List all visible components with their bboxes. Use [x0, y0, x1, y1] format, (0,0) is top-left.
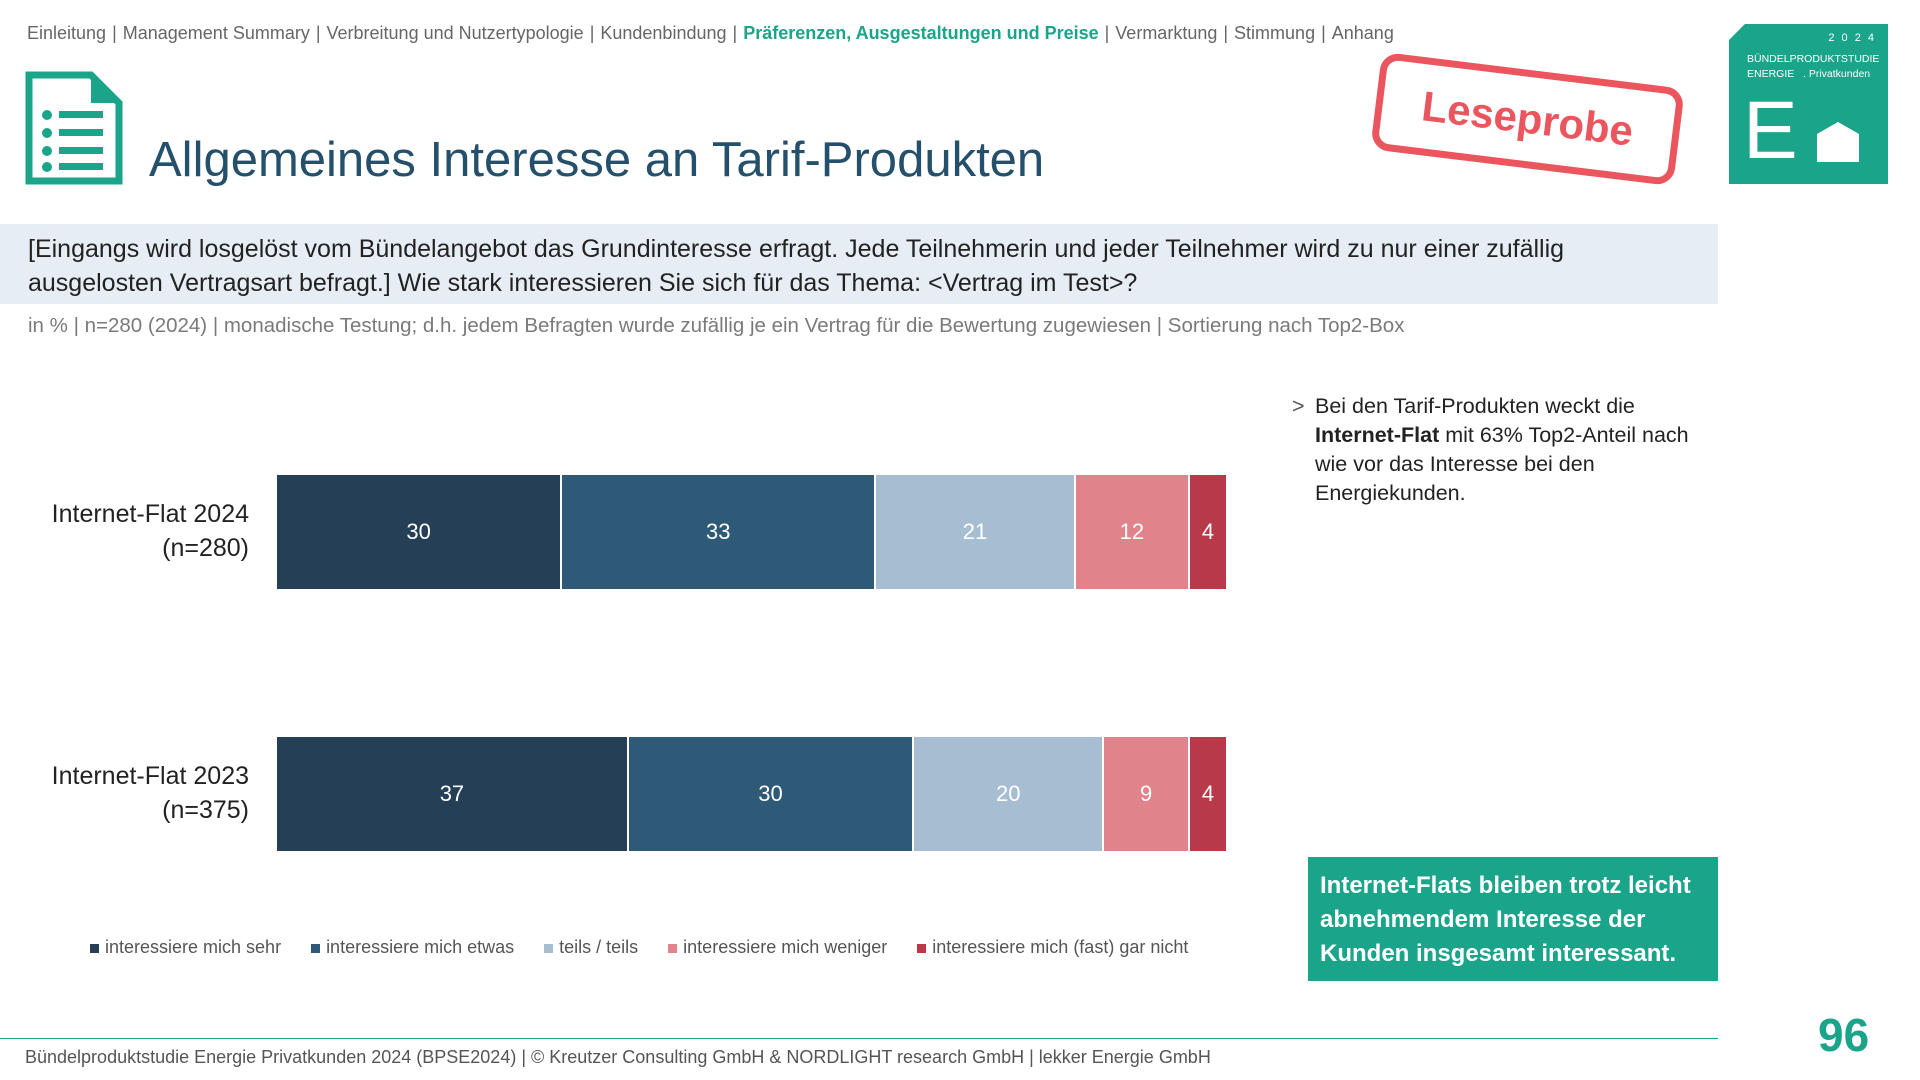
- footer-text: Bündelproduktstudie Energie Privatkunden…: [25, 1047, 1211, 1067]
- logo-text: BÜNDELPRODUKTSTUDIE ENERGIE . Privatkunde…: [1747, 53, 1880, 80]
- bar-segment: 4: [1189, 737, 1228, 851]
- legend-swatch: [90, 944, 99, 953]
- nav-item[interactable]: Einleitung: [27, 23, 107, 43]
- box-icon: [1817, 122, 1859, 162]
- bar-segment: 4: [1189, 475, 1228, 589]
- legend-swatch: [544, 944, 554, 953]
- bar-segment: 37: [277, 737, 629, 851]
- page-title: Allgemeines Interesse an Tarif-Produkten: [149, 133, 1045, 187]
- nav-separator: |: [112, 23, 117, 43]
- conclusion-box: Internet-Flats bleiben trotz leicht abne…: [1308, 857, 1718, 981]
- bar-segment: 20: [914, 737, 1105, 851]
- data-label: 12: [1119, 519, 1145, 544]
- question-box: [Eingangs wird losgelöst vom Bündelangeb…: [0, 224, 1718, 304]
- bar-segment: 9: [1104, 737, 1190, 851]
- data-label: 30: [406, 519, 431, 544]
- category-label: Internet-Flat 2023 (n=375): [51, 762, 249, 824]
- bar-segment: 21: [876, 475, 1076, 589]
- data-label: 4: [1201, 519, 1215, 544]
- legend-swatch: [668, 944, 678, 953]
- bar-segment: 30: [277, 475, 563, 589]
- data-label: 9: [1140, 781, 1153, 806]
- nav-item[interactable]: Management Summary: [122, 23, 310, 43]
- logo-year: 2 0 2 4: [1828, 32, 1876, 44]
- nav-separator: |: [1321, 23, 1326, 43]
- arrow-icon: >: [1292, 394, 1305, 418]
- nav-item[interactable]: Präferenzen, Ausgestaltungen und Preise: [743, 23, 1099, 43]
- bar-segment: 30: [628, 737, 915, 851]
- logo-letter: E: [1743, 85, 1798, 176]
- data-label: 33: [705, 519, 731, 544]
- legend-swatch: [917, 944, 927, 953]
- data-label: 37: [439, 781, 465, 806]
- category-label: Internet-Flat 2024 (n=280): [51, 500, 249, 562]
- key-finding: > Bei den Tarif-Produkten weckt die Inte…: [1292, 394, 1689, 505]
- nav-item[interactable]: Vermarktung: [1115, 23, 1218, 43]
- study-logo: 2 0 2 4 BÜNDELPRODUKTSTUDIE ENERGIE . Pri…: [1729, 24, 1888, 184]
- legend-swatch: [311, 944, 321, 953]
- legend-item: interessiere mich (fast) gar nicht: [917, 937, 1188, 958]
- section-nav: Einleitung | Management Summary | Verbreitun…: [27, 23, 1394, 44]
- nav-separator: |: [1104, 23, 1110, 43]
- legend-item: interessiere mich sehr: [90, 937, 281, 958]
- data-label: 21: [962, 519, 988, 544]
- chart-legend: interessiere mich sehr interessiere mich …: [90, 937, 1188, 958]
- page-number: 96: [1818, 1009, 1870, 1061]
- footer-divider: [0, 1038, 1718, 1039]
- subtitle: in % | n=280 (2024) | monadische Testung…: [28, 314, 1405, 337]
- data-label: 4: [1201, 781, 1215, 806]
- document-list-icon: [25, 71, 123, 185]
- bar-segment: 12: [1075, 475, 1190, 589]
- nav-item[interactable]: Stimmung: [1234, 23, 1316, 43]
- nav-item[interactable]: Kundenbindung: [600, 23, 727, 43]
- nav-separator: |: [1223, 23, 1229, 43]
- legend-item: interessiere mich etwas: [311, 937, 514, 958]
- legend-item: interessiere mich weniger: [668, 937, 887, 958]
- nav-separator: |: [732, 23, 738, 43]
- nav-item[interactable]: Verbreitung und Nutzertypologie: [326, 23, 584, 43]
- data-label: 20: [996, 781, 1021, 806]
- bar-segment: 33: [562, 475, 877, 589]
- leseprobe-stamp: Leseprobe: [1370, 51, 1685, 187]
- legend-item: teils / teils: [544, 937, 638, 958]
- nav-item[interactable]: Anhang: [1331, 23, 1394, 43]
- nav-separator: |: [315, 23, 321, 43]
- nav-separator: |: [589, 23, 595, 43]
- data-label: 30: [758, 781, 783, 806]
